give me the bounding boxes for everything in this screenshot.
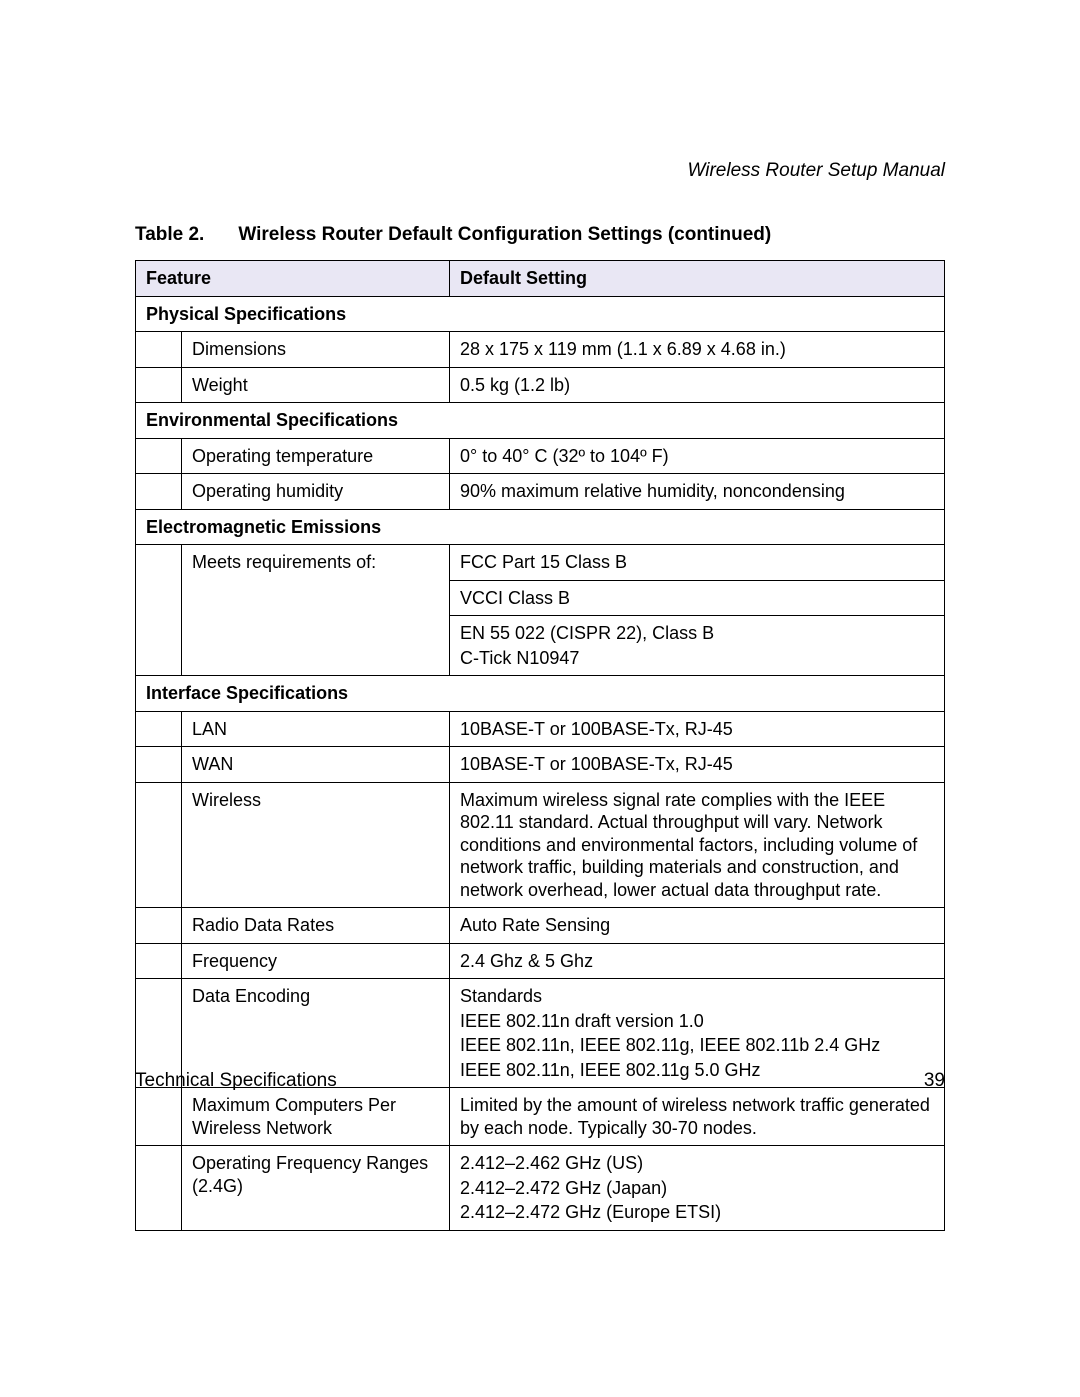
table-row: WAN 10BASE-T or 100BASE-Tx, RJ-45 bbox=[136, 747, 945, 783]
section-title: Electromagnetic Emissions bbox=[136, 509, 945, 545]
section-title: Environmental Specifications bbox=[136, 403, 945, 439]
indent-cell bbox=[136, 711, 182, 747]
indent-cell bbox=[136, 545, 182, 676]
table-row: Operating Frequency Ranges (2.4G) 2.412–… bbox=[136, 1146, 945, 1231]
value-line: Standards bbox=[460, 985, 934, 1008]
table-row: Dimensions 28 x 175 x 119 mm (1.1 x 6.89… bbox=[136, 332, 945, 368]
feature-value: 28 x 175 x 119 mm (1.1 x 6.89 x 4.68 in.… bbox=[450, 332, 945, 368]
table-caption: Table 2. Wireless Router Default Configur… bbox=[135, 224, 945, 246]
indent-cell bbox=[136, 438, 182, 474]
table-row: Operating temperature 0° to 40° C (32º t… bbox=[136, 438, 945, 474]
feature-label: Radio Data Rates bbox=[182, 908, 450, 944]
indent-cell bbox=[136, 1088, 182, 1146]
value-line: 2.412–2.472 GHz (Japan) bbox=[460, 1177, 934, 1200]
feature-value: 2.412–2.462 GHz (US) 2.412–2.472 GHz (Ja… bbox=[450, 1146, 945, 1231]
feature-label: WAN bbox=[182, 747, 450, 783]
feature-value: 10BASE-T or 100BASE-Tx, RJ-45 bbox=[450, 747, 945, 783]
col-header-default: Default Setting bbox=[450, 261, 945, 297]
feature-value: Limited by the amount of wireless networ… bbox=[450, 1088, 945, 1146]
indent-cell bbox=[136, 1146, 182, 1231]
indent-cell bbox=[136, 908, 182, 944]
feature-label: Wireless bbox=[182, 782, 450, 908]
feature-value: 90% maximum relative humidity, nonconden… bbox=[450, 474, 945, 510]
table-row: Operating humidity 90% maximum relative … bbox=[136, 474, 945, 510]
section-emissions: Electromagnetic Emissions bbox=[136, 509, 945, 545]
feature-label: Weight bbox=[182, 367, 450, 403]
indent-cell bbox=[136, 332, 182, 368]
feature-label: Operating Frequency Ranges (2.4G) bbox=[182, 1146, 450, 1231]
table-row: Frequency 2.4 Ghz & 5 Ghz bbox=[136, 943, 945, 979]
value-line: EN 55 022 (CISPR 22), Class B bbox=[460, 622, 934, 645]
section-title: Interface Specifications bbox=[136, 676, 945, 712]
feature-value: Auto Rate Sensing bbox=[450, 908, 945, 944]
feature-value: 2.4 Ghz & 5 Ghz bbox=[450, 943, 945, 979]
footer-page-number: 39 bbox=[924, 1070, 945, 1092]
feature-value: VCCI Class B bbox=[450, 580, 945, 616]
table-row: Radio Data Rates Auto Rate Sensing bbox=[136, 908, 945, 944]
table-caption-label: Table 2. bbox=[135, 224, 204, 245]
indent-cell bbox=[136, 747, 182, 783]
section-environmental: Environmental Specifications bbox=[136, 403, 945, 439]
value-line: 2.412–2.472 GHz (Europe ETSI) bbox=[460, 1201, 934, 1224]
feature-label: Operating temperature bbox=[182, 438, 450, 474]
feature-value: Maximum wireless signal rate complies wi… bbox=[450, 782, 945, 908]
table-row: Meets requirements of: FCC Part 15 Class… bbox=[136, 545, 945, 581]
indent-cell bbox=[136, 943, 182, 979]
table-row: Maximum Computers Per Wireless Network L… bbox=[136, 1088, 945, 1146]
indent-cell bbox=[136, 367, 182, 403]
feature-value: 0.5 kg (1.2 lb) bbox=[450, 367, 945, 403]
value-line: C-Tick N10947 bbox=[460, 647, 934, 670]
indent-cell bbox=[136, 474, 182, 510]
value-line: IEEE 802.11n, IEEE 802.11g, IEEE 802.11b… bbox=[460, 1034, 934, 1057]
document-title: Wireless Router Setup Manual bbox=[135, 160, 945, 182]
col-header-feature: Feature bbox=[136, 261, 450, 297]
feature-label: Dimensions bbox=[182, 332, 450, 368]
table-row: Wireless Maximum wireless signal rate co… bbox=[136, 782, 945, 908]
feature-label: Maximum Computers Per Wireless Network bbox=[182, 1088, 450, 1146]
feature-value: EN 55 022 (CISPR 22), Class B C-Tick N10… bbox=[450, 616, 945, 676]
footer-section-name: Technical Specifications bbox=[135, 1070, 337, 1092]
table-row: Weight 0.5 kg (1.2 lb) bbox=[136, 367, 945, 403]
section-interface: Interface Specifications bbox=[136, 676, 945, 712]
feature-label: Meets requirements of: bbox=[182, 545, 450, 676]
feature-label: LAN bbox=[182, 711, 450, 747]
page: Wireless Router Setup Manual Table 2. Wir… bbox=[0, 0, 1080, 1397]
feature-value: 0° to 40° C (32º to 104º F) bbox=[450, 438, 945, 474]
indent-cell bbox=[136, 782, 182, 908]
feature-label: Frequency bbox=[182, 943, 450, 979]
table-row: LAN 10BASE-T or 100BASE-Tx, RJ-45 bbox=[136, 711, 945, 747]
section-title: Physical Specifications bbox=[136, 296, 945, 332]
value-line: 2.412–2.462 GHz (US) bbox=[460, 1152, 934, 1175]
feature-label: Operating humidity bbox=[182, 474, 450, 510]
feature-value: FCC Part 15 Class B bbox=[450, 545, 945, 581]
feature-value: 10BASE-T or 100BASE-Tx, RJ-45 bbox=[450, 711, 945, 747]
table-header-row: Feature Default Setting bbox=[136, 261, 945, 297]
section-physical: Physical Specifications bbox=[136, 296, 945, 332]
table-caption-text: Wireless Router Default Configuration Se… bbox=[238, 224, 771, 245]
page-footer: Technical Specifications 39 bbox=[135, 1070, 945, 1092]
value-line: IEEE 802.11n draft version 1.0 bbox=[460, 1010, 934, 1033]
